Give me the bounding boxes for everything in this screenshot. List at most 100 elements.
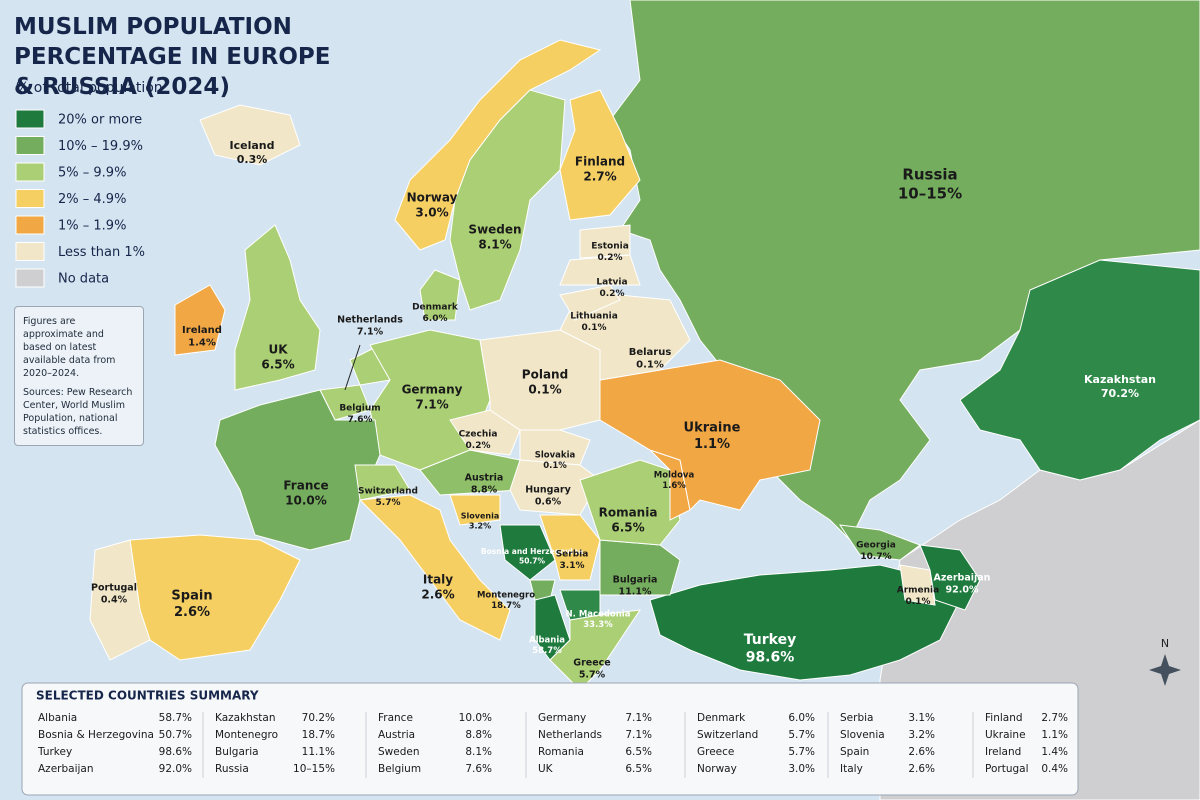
summary-value: 1.1% [1041, 729, 1068, 741]
summary-value: 0.4% [1041, 763, 1068, 775]
country-name: Spain [171, 589, 212, 604]
legend-label: 1% – 1.9% [58, 219, 126, 234]
country-value: 0.1% [906, 597, 931, 607]
country-name: Greece [573, 658, 610, 669]
country-value: 8.8% [471, 484, 498, 495]
summary-country: Montenegro [215, 729, 278, 741]
country-name: Armenia [897, 586, 939, 596]
summary-value: 7.1% [625, 729, 652, 741]
summary-country: Romania [538, 746, 584, 758]
country-name: Ukraine [684, 421, 741, 436]
summary-country: Austria [378, 729, 415, 741]
country-shape [599, 359, 821, 512]
compass-star [1149, 654, 1181, 686]
country-value: 33.3% [583, 620, 613, 630]
country-name: Slovenia [461, 512, 499, 521]
summary-country: Russia [215, 763, 249, 775]
country-value: 7.1% [357, 326, 384, 337]
country-value: 0.2% [598, 253, 623, 263]
country-value: 0.4% [101, 594, 128, 605]
country-name: France [283, 479, 328, 493]
country-name: Ireland [182, 325, 222, 336]
summary-country: Bosnia & Herzegovina [38, 729, 154, 741]
country-name: Belarus [629, 347, 672, 358]
summary-value: 2.7% [1041, 712, 1068, 724]
country-value: 98.6% [746, 650, 795, 666]
country-name: Italy [423, 573, 453, 587]
summary-value: 11.1% [302, 746, 335, 758]
summary-country: Albania [38, 712, 77, 724]
country-name: Estonia [591, 242, 629, 252]
countries [89, 0, 1200, 691]
country-value: 2.6% [174, 605, 210, 620]
country-value: 5.7% [579, 669, 606, 680]
country-name: Albania [529, 636, 565, 646]
country-value: 0.2% [600, 289, 625, 299]
legend-swatch [15, 109, 45, 129]
country-value: 1.1% [694, 437, 730, 452]
country-name: Sweden [468, 223, 521, 237]
summary-country: France [378, 712, 413, 724]
country-value: 7.1% [415, 398, 448, 412]
summary-value: 6.0% [788, 712, 815, 724]
country-name: Montenegro [477, 591, 535, 601]
summary-value: 2.6% [908, 746, 935, 758]
country-name: Hungary [525, 485, 571, 496]
summary-country: Bulgaria [215, 746, 259, 758]
summary-value: 98.6% [159, 746, 192, 758]
country-shape [449, 409, 521, 456]
country-value: 70.2% [1101, 387, 1139, 400]
summary-value: 3.0% [788, 763, 815, 775]
legend-label: No data [58, 272, 109, 287]
legend-label: 5% – 9.9% [58, 166, 126, 181]
country-value: 2.7% [583, 170, 616, 184]
country-value: 8.1% [478, 238, 511, 252]
country-value: 58.7% [532, 646, 562, 656]
country-shape [174, 284, 226, 356]
country-value: 5.7% [376, 498, 401, 508]
country-name: Netherlands [337, 315, 403, 326]
country-value: 2.6% [421, 588, 454, 602]
country-shape [539, 514, 601, 581]
legend-label: 20% or more [58, 113, 142, 128]
country-name: Moldova [654, 471, 695, 481]
legend-swatch [15, 189, 45, 208]
country-shape [519, 429, 591, 466]
legend-swatch [15, 215, 45, 235]
country-shape [959, 259, 1200, 481]
subtitle: % of total population [16, 80, 163, 96]
note: Figures are approximate and based on lat… [23, 316, 116, 379]
country-name: Finland [575, 155, 625, 169]
country-value: 11.1% [619, 586, 652, 597]
summary-value: 2.6% [908, 763, 935, 775]
summary-country: Greece [697, 746, 734, 758]
country-name: Kazakhstan [1084, 373, 1156, 386]
leader-line [344, 344, 361, 391]
country-value: 3.0% [415, 206, 448, 220]
country-shape [838, 524, 922, 561]
summary-country: Serbia [840, 712, 873, 724]
country-name: Austria [465, 473, 504, 484]
summary-country: UK [538, 763, 554, 775]
legend-swatch [15, 242, 45, 261]
summary-value: 10.0% [459, 712, 492, 724]
summary-country: Italy [840, 763, 863, 775]
summary-value: 18.7% [302, 729, 335, 741]
country-shape [449, 89, 566, 311]
country-name: Czechia [459, 430, 498, 440]
country-shape [499, 524, 556, 581]
country-name: UK [268, 343, 288, 357]
country-value: 0.1% [543, 461, 567, 471]
summary-value: 50.7% [159, 729, 192, 741]
summary-country: Germany [538, 712, 586, 724]
summary-country: Switzerland [697, 729, 758, 741]
country-name: Azerbaijan [934, 573, 991, 584]
country-name: Turkey [744, 632, 796, 648]
country-shape [358, 494, 511, 641]
summary-value: 7.1% [625, 712, 652, 724]
country-value: 0.3% [237, 153, 268, 166]
legend-swatch [15, 162, 45, 182]
summary-country: Spain [840, 746, 869, 758]
